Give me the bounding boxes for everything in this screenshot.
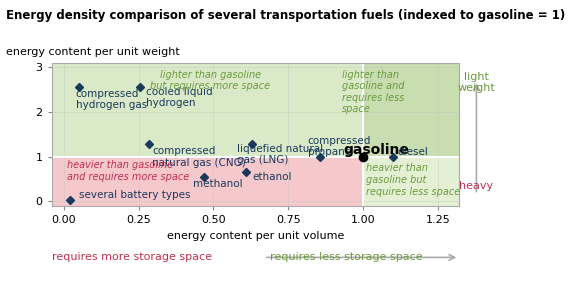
Text: requires more storage space: requires more storage space: [52, 253, 212, 262]
Text: methanol: methanol: [192, 179, 242, 189]
Text: heavy: heavy: [459, 181, 494, 191]
Text: several battery types: several battery types: [79, 190, 190, 200]
Text: energy content per unit weight: energy content per unit weight: [6, 47, 180, 57]
Text: gasoline: gasoline: [344, 143, 410, 157]
Text: heavier than
gasoline but
requires less space: heavier than gasoline but requires less …: [366, 164, 460, 197]
Text: requires less storage space: requires less storage space: [270, 253, 422, 262]
Bar: [52, 63, 363, 157]
Text: compressed
propane: compressed propane: [308, 136, 371, 157]
Text: heavier than gasoline
and requires more space: heavier than gasoline and requires more …: [67, 160, 189, 182]
Text: compressed
natural gas (CNG): compressed natural gas (CNG): [152, 146, 246, 168]
Text: lighter than gasoline
but requires more space: lighter than gasoline but requires more …: [150, 69, 270, 91]
Bar: [363, 63, 459, 157]
Text: lighter than
gasoline and
requires less
space: lighter than gasoline and requires less …: [342, 69, 405, 114]
Text: diesel: diesel: [398, 147, 429, 157]
Text: light
weight: light weight: [457, 72, 495, 93]
Bar: [52, 157, 363, 206]
Text: liquefied natural
gas (LNG): liquefied natural gas (LNG): [238, 144, 324, 166]
Bar: [363, 157, 459, 206]
Text: cooled liquid
hydrogen: cooled liquid hydrogen: [146, 87, 213, 108]
X-axis label: energy content per unit volume: energy content per unit volume: [166, 231, 344, 241]
Text: compressed
hydrogen gas: compressed hydrogen gas: [76, 89, 147, 110]
Text: Energy density comparison of several transportation fuels (indexed to gasoline =: Energy density comparison of several tra…: [6, 9, 565, 21]
Text: ethanol: ethanol: [253, 172, 292, 182]
